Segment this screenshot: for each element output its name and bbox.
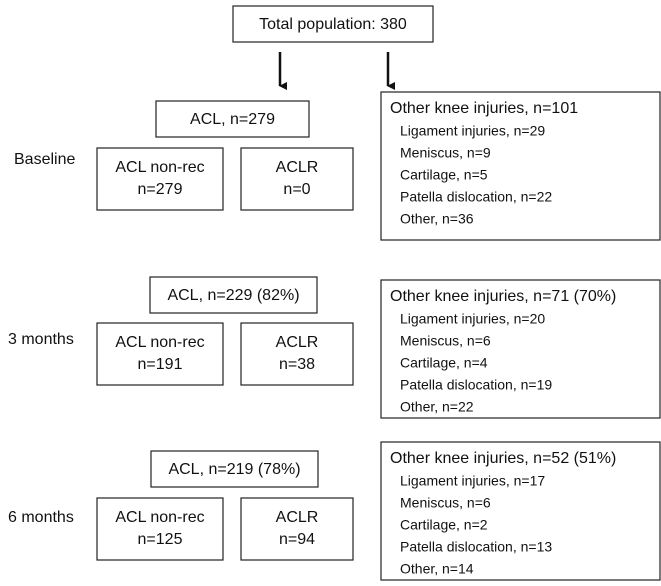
non-rec-label: ACL non-rec: [115, 159, 204, 176]
other-box: [380, 441, 661, 581]
aclr-count: n=94: [279, 531, 315, 548]
other-item: Ligament injuries, n=17: [400, 473, 545, 489]
top-box: [232, 5, 434, 43]
time-label: Baseline: [14, 151, 75, 168]
other-item: Cartilage, n=4: [400, 355, 488, 371]
non-rec-box: [96, 322, 224, 386]
other-item: Patella dislocation, n=13: [400, 539, 552, 555]
acl-box: [155, 100, 310, 138]
other-item: Ligament injuries, n=29: [400, 123, 545, 139]
other-box: [380, 91, 661, 241]
aclr-label: ACLR: [276, 334, 319, 351]
aclr-count: n=0: [283, 181, 310, 198]
acl-label: ACL, n=279: [190, 111, 275, 128]
time-label: 6 months: [8, 509, 74, 526]
aclr-box: [240, 497, 354, 561]
acl-label: ACL, n=229 (82%): [167, 287, 299, 304]
acl-box: [149, 276, 318, 314]
other-title: Other knee injuries, n=52 (51%): [390, 450, 616, 467]
other-title: Other knee injuries, n=71 (70%): [390, 288, 616, 305]
other-item: Meniscus, n=9: [400, 145, 491, 161]
other-item: Other, n=36: [400, 211, 474, 227]
other-box: [380, 279, 661, 419]
other-item: Patella dislocation, n=19: [400, 377, 552, 393]
other-item: Meniscus, n=6: [400, 333, 491, 349]
aclr-box: [240, 322, 354, 386]
acl-box: [150, 450, 319, 488]
aclr-label: ACLR: [276, 159, 319, 176]
non-rec-count: n=279: [138, 181, 183, 198]
non-rec-count: n=125: [138, 531, 183, 548]
non-rec-count: n=191: [138, 356, 183, 373]
other-item: Patella dislocation, n=22: [400, 189, 552, 205]
non-rec-label: ACL non-rec: [115, 509, 204, 526]
top-label: Total population: 380: [259, 16, 407, 33]
other-item: Ligament injuries, n=20: [400, 311, 545, 327]
other-item: Meniscus, n=6: [400, 495, 491, 511]
other-item: Other, n=14: [400, 561, 474, 577]
other-item: Cartilage, n=2: [400, 517, 488, 533]
aclr-count: n=38: [279, 356, 315, 373]
aclr-label: ACLR: [276, 509, 319, 526]
non-rec-box: [96, 147, 224, 211]
non-rec-box: [96, 497, 224, 561]
other-item: Cartilage, n=5: [400, 167, 488, 183]
time-label: 3 months: [8, 331, 74, 348]
acl-label: ACL, n=219 (78%): [168, 461, 300, 478]
other-title: Other knee injuries, n=101: [390, 100, 578, 117]
other-item: Other, n=22: [400, 399, 474, 415]
non-rec-label: ACL non-rec: [115, 334, 204, 351]
aclr-box: [240, 147, 354, 211]
